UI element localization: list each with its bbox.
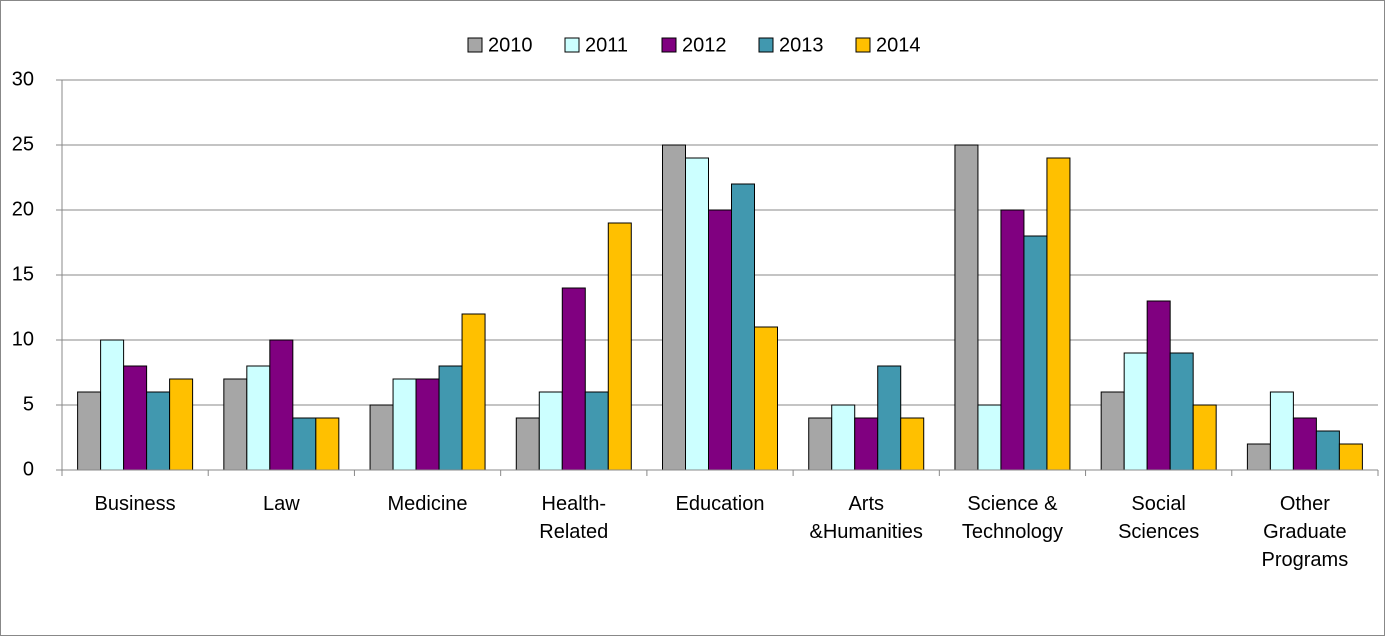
bar	[584, 391, 609, 471]
legend-label: 2010	[488, 34, 533, 56]
bar	[900, 417, 925, 471]
y-tick-label: 0	[23, 458, 34, 480]
x-tick-label: Social Sciences	[1118, 493, 1200, 543]
bar	[1292, 417, 1317, 471]
legend-label: 2013	[779, 34, 824, 56]
bar	[415, 378, 440, 471]
bar	[1246, 443, 1271, 471]
bar	[123, 365, 148, 471]
bar	[754, 326, 778, 471]
bar	[246, 365, 271, 471]
legend-label: 2012	[682, 34, 727, 56]
bar	[708, 209, 732, 471]
bar	[269, 339, 294, 471]
bar	[877, 365, 902, 471]
legend-swatch	[467, 37, 483, 53]
bar	[954, 144, 979, 471]
bar	[392, 378, 417, 471]
bar	[808, 417, 833, 471]
legend-swatch	[564, 37, 580, 53]
bar	[1315, 430, 1340, 471]
bar	[77, 391, 102, 471]
bar	[369, 404, 394, 471]
x-tick-label: Arts &Humanities	[809, 493, 923, 543]
x-tick-label: Science & Technology	[961, 493, 1064, 543]
bar	[461, 313, 486, 471]
bar	[169, 378, 194, 471]
bar	[977, 404, 1002, 471]
bar	[515, 417, 540, 471]
bar	[100, 339, 125, 471]
x-tick-label: Law	[262, 493, 300, 515]
legend-label: 2014	[876, 34, 921, 56]
bar	[438, 365, 463, 471]
legend-label: 2011	[585, 34, 628, 56]
y-tick-label: 20	[12, 198, 34, 220]
y-tick-label: 15	[12, 263, 34, 285]
y-tick-label: 25	[12, 133, 34, 155]
x-tick-label: Other Graduate Programs	[1261, 493, 1349, 571]
bar	[1169, 352, 1194, 471]
x-tick-label: Health-Related	[539, 493, 609, 543]
bar	[1338, 443, 1363, 471]
bar	[561, 287, 586, 471]
bar	[1100, 391, 1125, 471]
y-tick-label: 5	[23, 393, 34, 415]
bar	[831, 404, 856, 471]
bar	[1146, 300, 1171, 471]
x-tick-label: Business	[94, 493, 176, 515]
bar	[292, 417, 317, 471]
bar	[607, 222, 632, 471]
bar	[1000, 209, 1025, 471]
x-tick-label: Education	[675, 493, 765, 515]
legend-swatch	[855, 37, 871, 53]
bar	[1046, 157, 1071, 471]
bar	[731, 183, 755, 471]
bar	[1123, 352, 1148, 471]
legend-swatch	[661, 37, 677, 53]
bar	[1023, 235, 1048, 471]
y-tick-label: 10	[12, 328, 34, 350]
bar	[1269, 391, 1294, 471]
bar	[662, 144, 686, 471]
x-tick-label: Medicine	[387, 493, 468, 515]
bar	[315, 417, 340, 471]
legend-swatch	[758, 37, 774, 53]
bar	[854, 417, 879, 471]
bar	[1192, 404, 1217, 471]
bar	[223, 378, 248, 471]
bar	[685, 157, 709, 471]
bar	[146, 391, 171, 471]
y-tick-label: 30	[12, 68, 34, 90]
bar	[538, 391, 563, 471]
